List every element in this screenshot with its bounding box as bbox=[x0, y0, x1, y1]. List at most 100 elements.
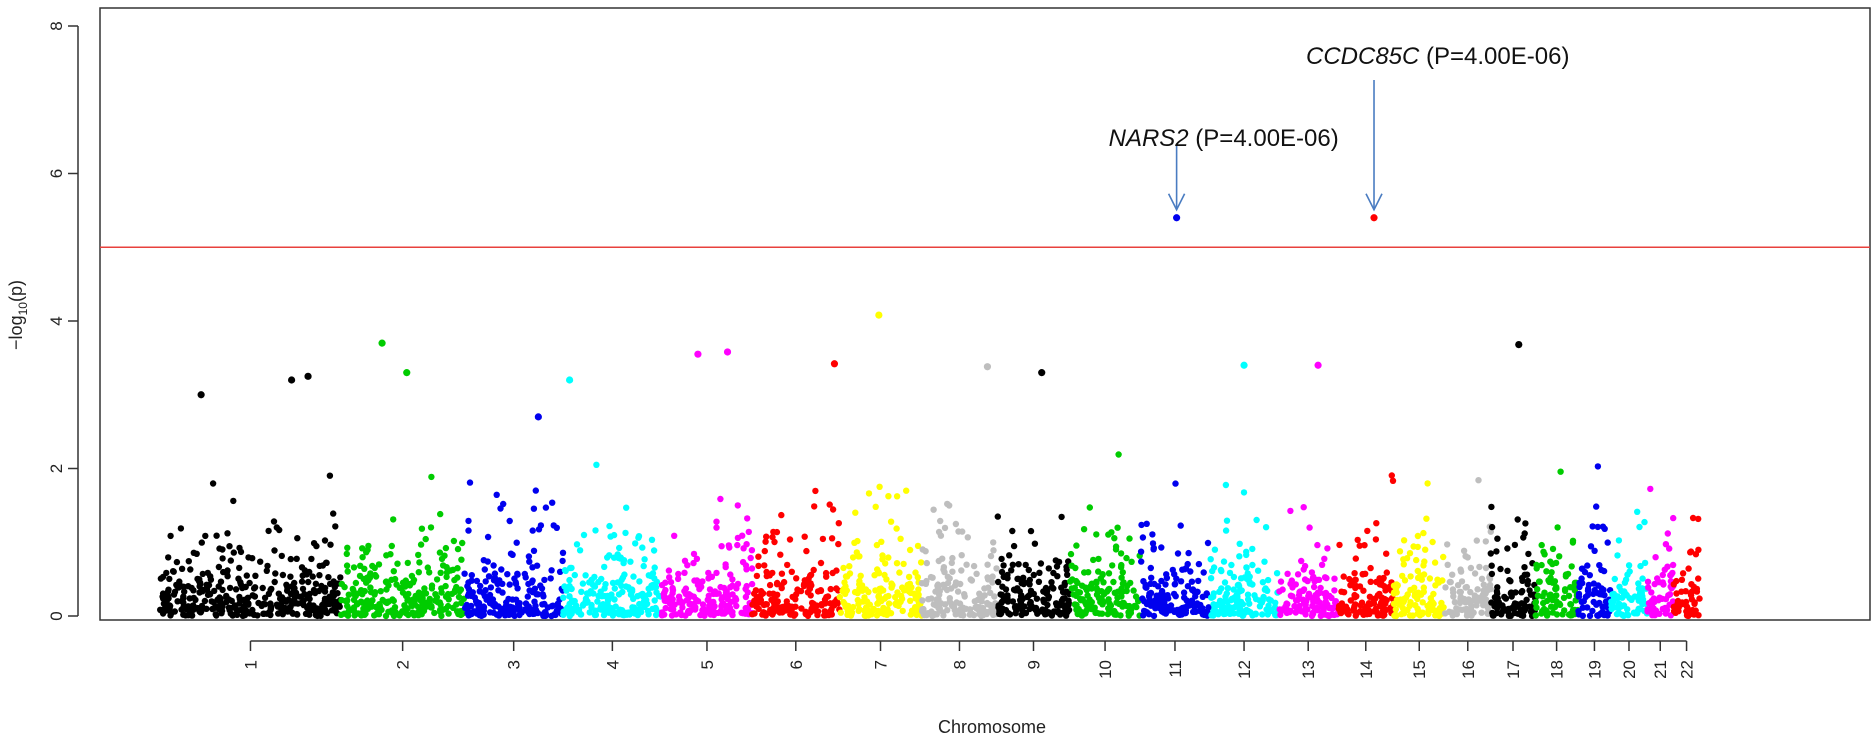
snp-point bbox=[1670, 581, 1678, 588]
snp-point bbox=[1189, 608, 1197, 616]
snp-point bbox=[753, 572, 761, 580]
snp-point bbox=[1544, 610, 1552, 617]
snp-point bbox=[306, 611, 313, 618]
snp-point bbox=[1058, 513, 1065, 521]
snp-point bbox=[699, 607, 706, 614]
snp-point bbox=[1611, 575, 1619, 583]
snp-point bbox=[321, 537, 329, 544]
snp-point bbox=[1521, 602, 1529, 609]
snp-point bbox=[1036, 569, 1043, 576]
snp-point bbox=[1608, 605, 1615, 613]
snp-point bbox=[1383, 569, 1391, 576]
snp-point bbox=[257, 558, 264, 565]
snp-point bbox=[1488, 570, 1496, 578]
snp-point bbox=[685, 594, 692, 601]
snp-point bbox=[1065, 558, 1072, 565]
snp-point bbox=[991, 593, 998, 600]
snp-point bbox=[693, 577, 701, 584]
snp-point bbox=[1337, 609, 1345, 617]
snp-point bbox=[1375, 579, 1383, 586]
snp-point bbox=[759, 611, 766, 618]
snp-point bbox=[895, 599, 903, 606]
x-tick-label: 8 bbox=[950, 660, 969, 669]
snp-point bbox=[1184, 583, 1192, 590]
snp-point bbox=[1000, 573, 1007, 581]
snp-point bbox=[1407, 573, 1414, 580]
snp-point bbox=[762, 538, 769, 545]
snp-point bbox=[1552, 559, 1560, 567]
snp-point bbox=[1518, 589, 1525, 596]
snp-point bbox=[330, 592, 338, 599]
snp-point bbox=[1693, 588, 1701, 595]
snp-point bbox=[1499, 608, 1506, 615]
snp-point bbox=[1044, 601, 1051, 609]
snp-point bbox=[1662, 604, 1669, 612]
snp-point bbox=[929, 574, 936, 581]
top-snp-point bbox=[694, 350, 702, 358]
snp-point bbox=[509, 604, 516, 611]
chromosome-3-points bbox=[461, 479, 567, 620]
snp-point bbox=[652, 611, 660, 619]
snp-point bbox=[1624, 571, 1631, 578]
snp-point bbox=[1207, 556, 1214, 563]
snp-point bbox=[1317, 584, 1324, 592]
snp-point bbox=[1660, 581, 1667, 588]
snp-point bbox=[868, 611, 875, 618]
snp-point bbox=[1664, 530, 1672, 537]
snp-point bbox=[919, 606, 926, 613]
snp-point bbox=[769, 569, 776, 577]
snp-point bbox=[1119, 569, 1127, 576]
snp-point bbox=[1340, 589, 1348, 596]
chromosome-18-points bbox=[1532, 468, 1581, 619]
snp-point bbox=[605, 609, 613, 616]
snp-point bbox=[856, 606, 863, 613]
snp-point bbox=[516, 604, 523, 611]
snp-point bbox=[1420, 529, 1427, 537]
snp-point bbox=[505, 595, 512, 603]
snp-point bbox=[885, 493, 892, 500]
snp-point bbox=[231, 602, 238, 609]
snp-point bbox=[1112, 543, 1120, 550]
snp-point bbox=[1641, 559, 1649, 567]
snp-point bbox=[499, 580, 506, 587]
snp-point bbox=[442, 544, 450, 552]
snp-point bbox=[923, 559, 930, 567]
snp-point bbox=[1538, 541, 1545, 549]
snp-point bbox=[666, 574, 673, 581]
snp-point bbox=[1143, 584, 1150, 591]
snp-point bbox=[1604, 539, 1611, 546]
snp-point bbox=[1356, 542, 1363, 549]
snp-point bbox=[1336, 541, 1343, 549]
snp-point bbox=[548, 603, 555, 610]
snp-point bbox=[466, 479, 474, 486]
snp-point bbox=[1210, 590, 1218, 597]
snp-point bbox=[352, 579, 360, 587]
snp-point bbox=[477, 603, 484, 610]
x-tick-label: 18 bbox=[1548, 660, 1567, 679]
snp-point bbox=[529, 577, 536, 584]
x-tick-label: 2 bbox=[394, 660, 413, 669]
snp-point bbox=[1521, 607, 1528, 614]
snp-point bbox=[994, 513, 1001, 520]
snp-point bbox=[1252, 611, 1259, 618]
snp-point bbox=[1305, 590, 1313, 597]
snp-point bbox=[360, 605, 367, 612]
snp-point bbox=[1354, 536, 1361, 544]
snp-point bbox=[1115, 451, 1122, 458]
snp-point bbox=[1081, 569, 1088, 576]
snp-point bbox=[899, 607, 906, 615]
snp-point bbox=[1636, 605, 1644, 613]
top-snp-point bbox=[1240, 361, 1248, 369]
snp-point bbox=[433, 593, 441, 601]
snp-point bbox=[611, 596, 618, 603]
snp-point bbox=[271, 547, 278, 554]
snp-point bbox=[248, 610, 255, 617]
snp-point bbox=[1372, 536, 1380, 543]
snp-point bbox=[706, 586, 714, 593]
snp-point bbox=[293, 555, 300, 562]
snp-point bbox=[1594, 612, 1601, 619]
snp-point bbox=[1414, 543, 1422, 551]
snp-point bbox=[1031, 540, 1039, 547]
snp-point bbox=[1534, 592, 1542, 599]
y-tick-label: 6 bbox=[47, 169, 66, 178]
